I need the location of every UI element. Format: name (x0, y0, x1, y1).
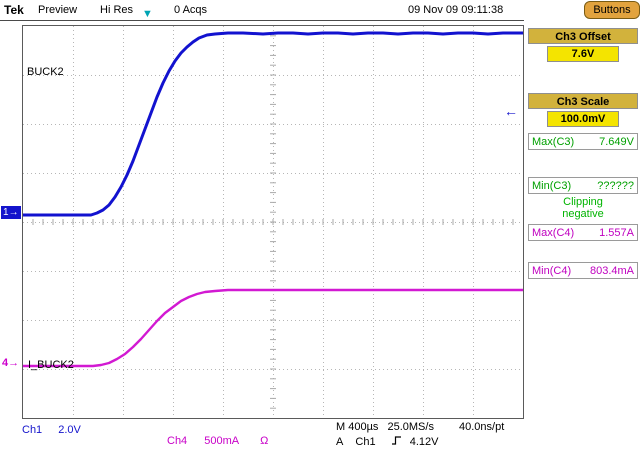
readout-label: Max(C4) (532, 226, 575, 239)
trigger-prefix: A (336, 436, 344, 448)
ch4-marker-number: 4 (2, 357, 9, 369)
readout-label: Min(C3) (532, 179, 572, 192)
readout-value: ?????? (597, 179, 634, 192)
clipping-note-line2: negative (562, 208, 604, 220)
ch1-position-marker[interactable]: 1→ (1, 206, 21, 219)
buttons-button[interactable]: Buttons (584, 1, 640, 19)
horizontal-readout[interactable]: M 400µs 25.0MS/s 40.0ns/pt (336, 421, 504, 433)
ch1-readout[interactable]: Ch1 2.0V (22, 424, 81, 436)
ch3-offset-label[interactable]: Ch3 Offset (528, 28, 638, 44)
graticule: BUCK2 I_BUCK2 (22, 25, 524, 419)
rising-edge-icon (391, 436, 401, 445)
ch4-scale: 500mA (204, 435, 240, 447)
readout-value: 803.4mA (589, 264, 634, 277)
ch3-offset-value[interactable]: 7.6V (547, 46, 619, 62)
acquisition-count: 0 Acqs (174, 4, 208, 16)
acquisition-mode: Hi Res (100, 4, 134, 16)
readout-label: Min(C4) (532, 264, 572, 277)
ch1-scale: 2.0V (58, 424, 81, 436)
resolution: 40.0ns/pt (459, 421, 505, 433)
tek-logo: Tek (4, 3, 24, 17)
sample-rate: 25.0MS/s (387, 421, 434, 433)
readout-min-c4: Min(C4) 803.4mA (528, 262, 638, 279)
marker-arrow-icon: → (8, 207, 19, 218)
ch4-trace (23, 288, 523, 368)
readout-max-c4: Max(C4) 1.557A (528, 224, 638, 241)
readout-label: Max(C3) (532, 135, 575, 148)
trigger-level: 4.12V (409, 436, 439, 448)
trigger-position-icon[interactable]: ▼ (142, 8, 153, 20)
trigger-readout[interactable]: A Ch1 4.12V (336, 435, 438, 448)
ch4-coupling: Ω (260, 435, 269, 447)
timestamp: 09 Nov 09 09:11:38 (408, 4, 504, 16)
waveform-display (23, 26, 523, 418)
ch1-trace (23, 31, 523, 217)
acquisition-status: Preview (38, 4, 78, 16)
ch3-scale-label[interactable]: Ch3 Scale (528, 93, 638, 109)
timebase: M 400µs (336, 421, 379, 433)
trigger-source: Ch1 (355, 436, 376, 448)
ch4-readout[interactable]: Ch4 500mA Ω (167, 435, 268, 447)
readout-min-c3: Min(C3) ?????? (528, 177, 638, 194)
ch1-label: Ch1 (22, 424, 43, 436)
marker-arrow-icon: → (8, 357, 20, 369)
ch4-position-marker[interactable]: 4→ (2, 357, 19, 369)
status-bar: Tek Preview Hi Res 0 Acqs 09 Nov 09 09:1… (0, 0, 524, 21)
trace-label-ch4: I_BUCK2 (28, 359, 74, 371)
readout-value: 7.649V (599, 135, 634, 148)
ch1-marker-number: 1 (3, 207, 9, 218)
ch4-label: Ch4 (167, 435, 188, 447)
trigger-level-icon[interactable]: ← (504, 103, 518, 119)
readout-max-c3: Max(C3) 7.649V (528, 133, 638, 150)
ch3-scale-value[interactable]: 100.0mV (547, 111, 619, 127)
trace-label-ch1: BUCK2 (27, 66, 64, 78)
readout-value: 1.557A (599, 226, 634, 239)
clipping-note-line1: Clipping (563, 196, 603, 208)
